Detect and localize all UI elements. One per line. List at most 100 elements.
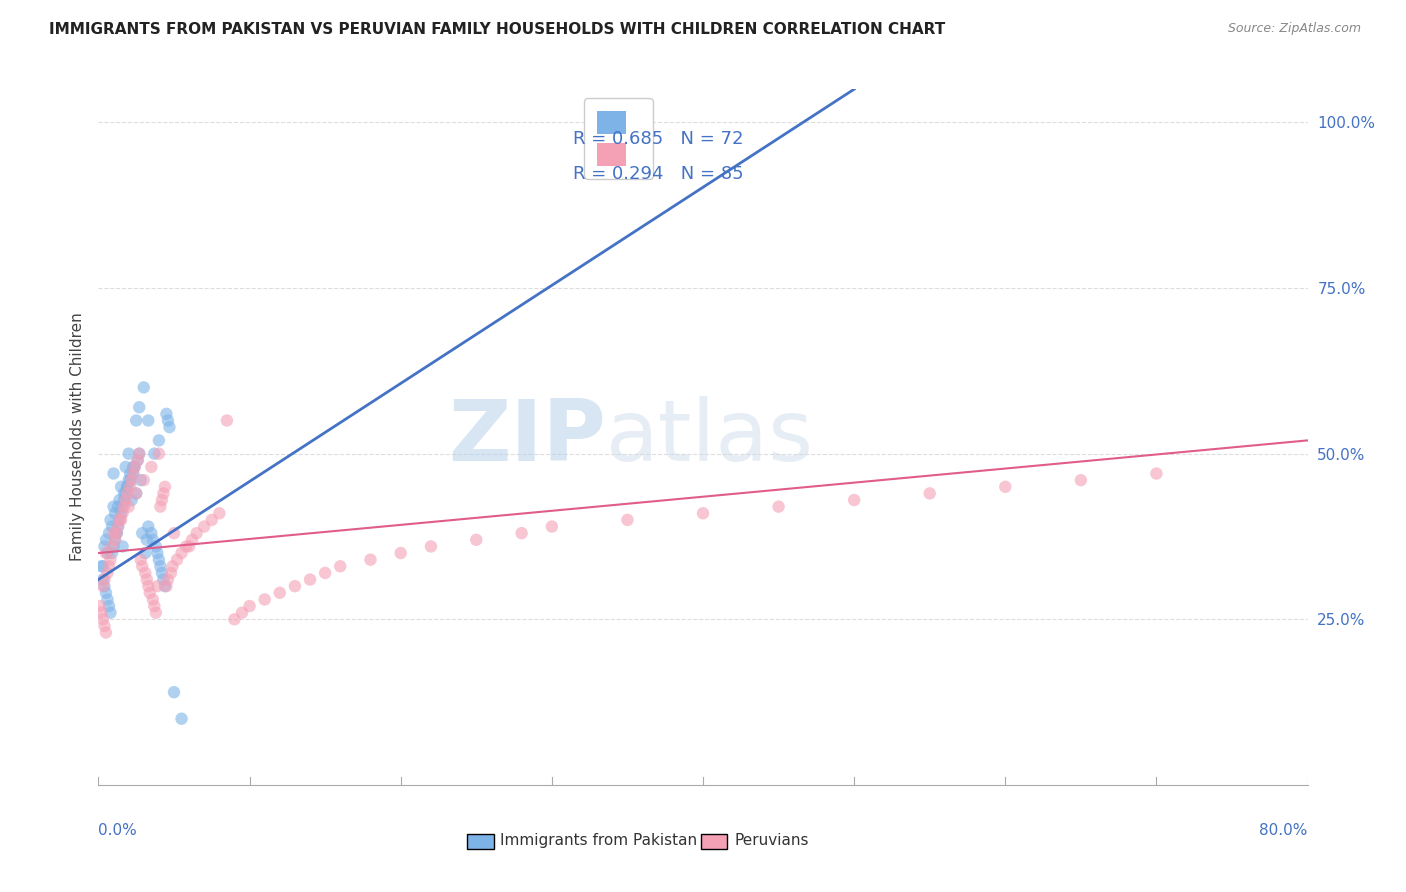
- Point: [93, 619, 115, 633]
- Point: [145, 606, 167, 620]
- Point: [918, 486, 941, 500]
- Point: [465, 533, 488, 547]
- Point: [160, 566, 183, 580]
- Point: [114, 493, 136, 508]
- Point: [115, 486, 138, 500]
- Point: [96, 566, 118, 580]
- Point: [114, 459, 136, 474]
- Point: [128, 401, 150, 415]
- Point: [94, 546, 117, 560]
- Text: Source: ZipAtlas.com: Source: ZipAtlas.com: [1227, 22, 1361, 36]
- Point: [136, 413, 159, 427]
- Point: [132, 380, 155, 394]
- Point: [108, 513, 131, 527]
- Point: [110, 513, 132, 527]
- Point: [125, 486, 148, 500]
- Point: [98, 559, 121, 574]
- Point: [136, 519, 159, 533]
- Point: [131, 526, 153, 541]
- Point: [389, 546, 412, 560]
- Point: [162, 559, 184, 574]
- Point: [159, 420, 181, 434]
- Point: [125, 486, 148, 500]
- Point: [141, 459, 163, 474]
- Point: [136, 579, 159, 593]
- Text: atlas: atlas: [606, 395, 814, 479]
- Point: [149, 500, 172, 514]
- Point: [420, 540, 443, 554]
- Point: [193, 519, 215, 533]
- Text: 80.0%: 80.0%: [1260, 823, 1308, 838]
- Point: [100, 552, 122, 566]
- Point: [150, 493, 173, 508]
- Point: [299, 573, 322, 587]
- Text: R = 0.294   N = 85: R = 0.294 N = 85: [574, 165, 744, 183]
- Point: [96, 592, 118, 607]
- Point: [156, 413, 179, 427]
- Point: [125, 413, 148, 427]
- Point: [148, 434, 170, 448]
- Point: [100, 513, 122, 527]
- Point: [94, 586, 117, 600]
- Point: [146, 579, 169, 593]
- Point: [93, 579, 115, 593]
- Point: [104, 533, 127, 547]
- Point: [101, 546, 124, 560]
- Point: [103, 467, 125, 481]
- Point: [314, 566, 336, 580]
- Point: [108, 513, 131, 527]
- Point: [112, 493, 135, 508]
- Point: [156, 573, 179, 587]
- Point: [510, 526, 533, 541]
- Point: [105, 526, 128, 541]
- Point: [1144, 467, 1167, 481]
- Point: [108, 493, 131, 508]
- Point: [143, 447, 166, 461]
- Point: [111, 500, 134, 514]
- Point: [253, 592, 276, 607]
- Point: [90, 559, 112, 574]
- Point: [186, 526, 208, 541]
- Point: [329, 559, 352, 574]
- Point: [148, 447, 170, 461]
- Point: [128, 447, 150, 461]
- Point: [104, 506, 127, 520]
- Point: [692, 506, 714, 520]
- Point: [139, 586, 162, 600]
- Point: [616, 513, 638, 527]
- Point: [844, 493, 866, 508]
- Point: [122, 467, 145, 481]
- Point: [110, 480, 132, 494]
- Point: [94, 625, 117, 640]
- Point: [103, 526, 125, 541]
- Point: [101, 519, 124, 533]
- Point: [118, 447, 141, 461]
- Point: [121, 473, 143, 487]
- Point: [120, 480, 142, 494]
- Point: [91, 559, 114, 574]
- Text: Immigrants from Pakistan: Immigrants from Pakistan: [501, 833, 697, 848]
- Point: [148, 552, 170, 566]
- Point: [170, 712, 193, 726]
- Point: [107, 519, 129, 533]
- Point: [115, 480, 138, 494]
- Point: [146, 546, 169, 560]
- Point: [181, 533, 204, 547]
- Point: [121, 493, 143, 508]
- Point: [112, 486, 135, 500]
- Point: [131, 559, 153, 574]
- Point: [153, 480, 176, 494]
- Point: [1070, 473, 1092, 487]
- Legend: , : ,: [583, 98, 652, 179]
- Point: [152, 573, 174, 587]
- Point: [100, 606, 122, 620]
- Point: [96, 546, 118, 560]
- Point: [124, 459, 146, 474]
- Point: [93, 573, 115, 587]
- Point: [155, 407, 177, 421]
- Point: [107, 500, 129, 514]
- Point: [94, 533, 117, 547]
- Point: [166, 552, 188, 566]
- Point: [141, 526, 163, 541]
- Point: [89, 599, 111, 613]
